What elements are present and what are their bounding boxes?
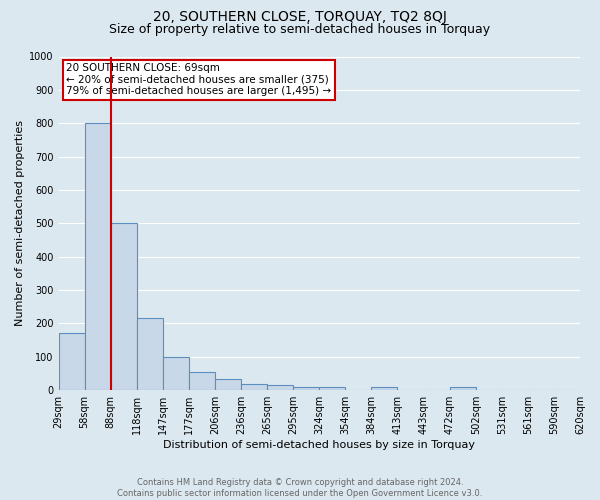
Bar <box>59 334 85 390</box>
Bar <box>319 387 346 390</box>
Text: Size of property relative to semi-detached houses in Torquay: Size of property relative to semi-detach… <box>109 22 491 36</box>
Bar <box>293 387 319 390</box>
X-axis label: Distribution of semi-detached houses by size in Torquay: Distribution of semi-detached houses by … <box>163 440 475 450</box>
Bar <box>189 372 215 390</box>
Bar <box>267 385 293 390</box>
Bar <box>137 318 163 390</box>
Bar <box>371 387 397 390</box>
Y-axis label: Number of semi-detached properties: Number of semi-detached properties <box>15 120 25 326</box>
Bar <box>241 384 267 390</box>
Bar <box>110 224 137 390</box>
Text: 20 SOUTHERN CLOSE: 69sqm
← 20% of semi-detached houses are smaller (375)
79% of : 20 SOUTHERN CLOSE: 69sqm ← 20% of semi-d… <box>67 63 331 96</box>
Text: Contains HM Land Registry data © Crown copyright and database right 2024.
Contai: Contains HM Land Registry data © Crown c… <box>118 478 482 498</box>
Bar <box>163 357 189 390</box>
Bar <box>85 123 110 390</box>
Text: 20, SOUTHERN CLOSE, TORQUAY, TQ2 8QJ: 20, SOUTHERN CLOSE, TORQUAY, TQ2 8QJ <box>153 10 447 24</box>
Bar <box>215 378 241 390</box>
Bar <box>449 387 476 390</box>
